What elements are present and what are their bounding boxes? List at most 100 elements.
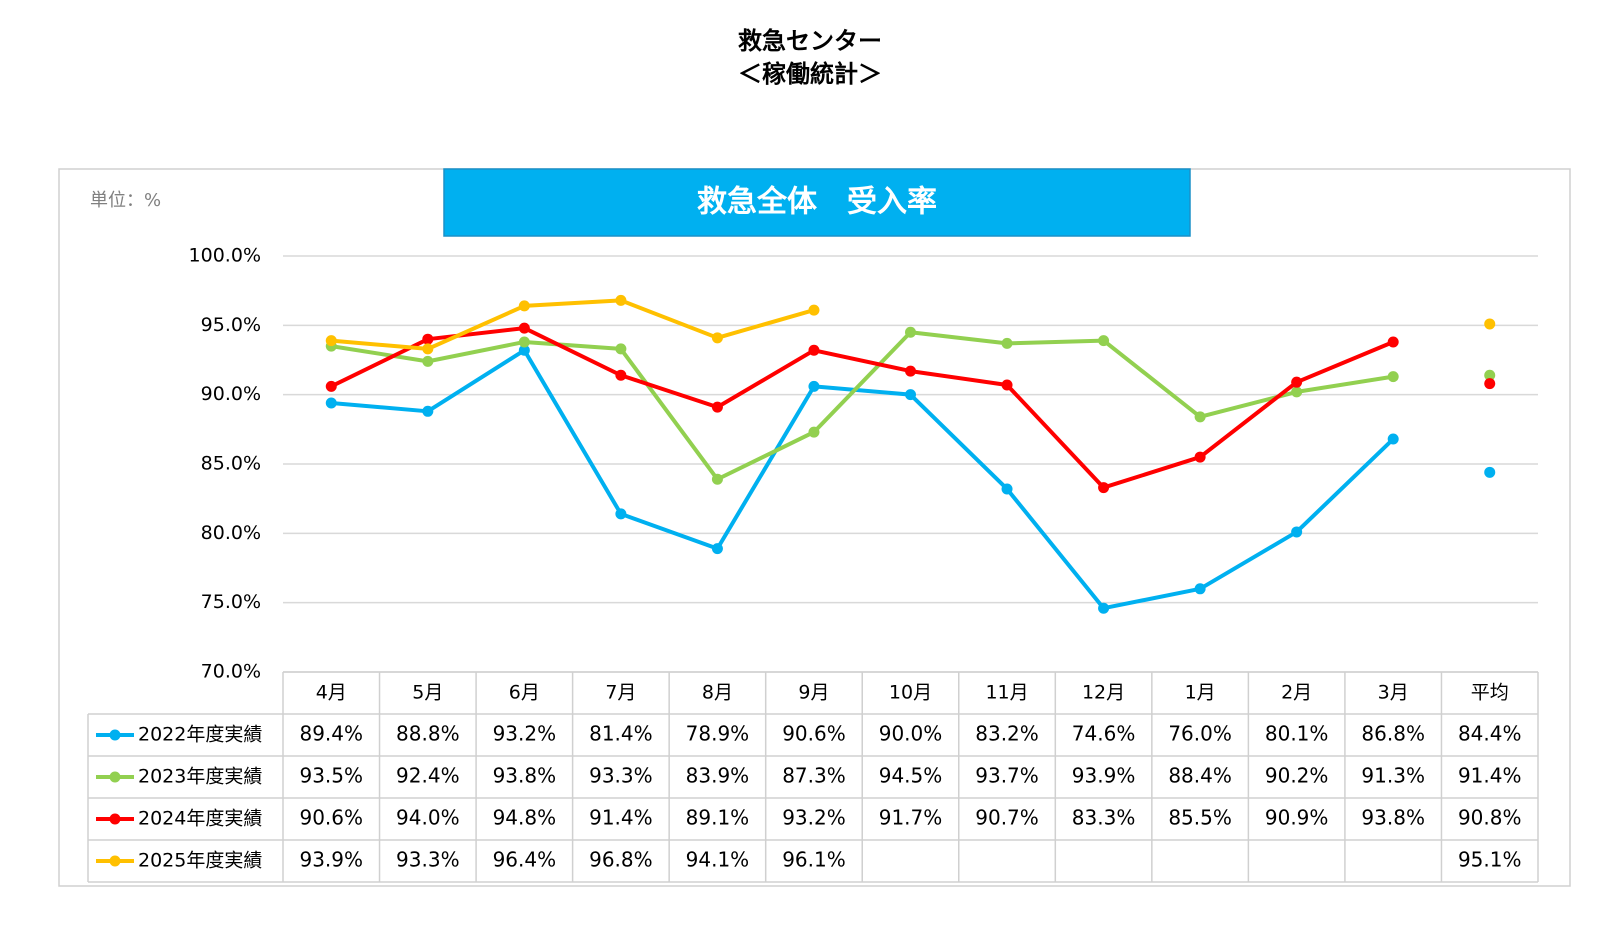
series-point	[808, 304, 820, 316]
series-line	[331, 348, 1395, 611]
series-point	[615, 508, 627, 520]
x-tick-label: 1月	[1185, 682, 1216, 704]
legend-marker	[109, 729, 121, 741]
series-point	[808, 380, 820, 392]
x-tick-label: 2月	[1281, 682, 1312, 704]
series-point	[615, 294, 627, 306]
y-tick-label: 90.0%	[201, 383, 261, 405]
series-point	[615, 343, 627, 355]
value-label: 89.4%	[299, 722, 363, 746]
value-label: 94.8%	[493, 806, 557, 830]
value-label: 85.5%	[1168, 806, 1232, 830]
value-label: 91.4%	[589, 806, 653, 830]
value-label: 90.0%	[879, 722, 943, 746]
y-tick-label: 80.0%	[201, 522, 261, 544]
value-label: 74.6%	[1072, 722, 1136, 746]
series-point	[711, 332, 723, 344]
series-point	[1098, 602, 1110, 614]
legend-marker	[109, 855, 121, 867]
value-label: 92.4%	[396, 764, 460, 788]
x-tick-label: 11月	[985, 682, 1028, 704]
x-tick-label: 6月	[509, 682, 540, 704]
value-label: 95.1%	[1458, 848, 1522, 872]
value-label: 89.1%	[686, 806, 750, 830]
y-tick-label: 75.0%	[201, 591, 261, 613]
value-label: 93.8%	[1361, 806, 1425, 830]
series-point	[1291, 386, 1303, 398]
series-point	[1098, 335, 1110, 347]
series-point	[325, 397, 337, 409]
series-point	[711, 543, 723, 555]
series-line	[331, 298, 815, 351]
value-label: 83.9%	[686, 764, 750, 788]
value-label: 90.2%	[1265, 764, 1329, 788]
series-point	[905, 365, 916, 377]
x-tick-label: 3月	[1378, 682, 1409, 704]
page-subtitle: ＜稼働統計＞	[738, 60, 882, 88]
legend-marker	[109, 813, 121, 825]
value-label: 90.6%	[299, 806, 363, 830]
series-point	[325, 380, 337, 392]
x-tick-label: 7月	[605, 682, 636, 704]
value-label: 93.5%	[299, 764, 363, 788]
series-point	[518, 344, 530, 356]
x-tick-label: 8月	[702, 682, 733, 704]
chart-title: 救急全体 受入率	[697, 185, 937, 220]
series-point	[518, 336, 530, 348]
series-point	[1194, 411, 1206, 423]
series-point	[1001, 483, 1013, 495]
legend-label: 2022年度実績	[138, 724, 262, 746]
series-point	[711, 473, 723, 485]
value-label: 90.7%	[975, 806, 1039, 830]
value-label: 90.9%	[1265, 806, 1329, 830]
value-label: 76.0%	[1168, 722, 1232, 746]
average-point	[1484, 369, 1496, 381]
value-label: 94.0%	[396, 806, 460, 830]
series-point	[615, 369, 627, 381]
value-label: 86.8%	[1361, 722, 1425, 746]
unit-label: 単位：%	[90, 190, 161, 211]
average-point	[1484, 466, 1496, 478]
series-point	[422, 355, 434, 367]
series-point	[905, 389, 916, 401]
value-label: 90.8%	[1458, 806, 1522, 830]
series-point	[1194, 583, 1206, 595]
series-point	[1098, 482, 1110, 494]
x-tick-label: 10月	[889, 682, 932, 704]
value-label: 96.1%	[782, 848, 846, 872]
y-tick-label: 70.0%	[201, 661, 261, 683]
series-point	[808, 344, 820, 356]
series-point	[1387, 336, 1399, 348]
value-label: 96.8%	[589, 848, 653, 872]
legend-marker	[109, 771, 121, 783]
value-label: 91.3%	[1361, 764, 1425, 788]
series-line	[330, 330, 1394, 482]
value-label: 80.1%	[1265, 722, 1329, 746]
series-point	[1001, 337, 1013, 349]
value-label: 96.4%	[493, 848, 557, 872]
value-label: 93.9%	[299, 848, 363, 872]
series-point	[711, 401, 723, 413]
series-point	[518, 322, 530, 334]
value-label: 83.2%	[975, 722, 1039, 746]
series-point	[518, 300, 530, 312]
value-label: 88.8%	[396, 722, 460, 746]
x-tick-label: 9月	[798, 682, 829, 704]
value-label: 93.3%	[396, 848, 460, 872]
chart-frame	[58, 168, 1571, 887]
value-label: 84.4%	[1458, 722, 1522, 746]
series-point	[1387, 433, 1399, 445]
legend-label: 2023年度実績	[138, 766, 262, 788]
series-point	[422, 405, 434, 417]
value-label: 94.1%	[686, 848, 750, 872]
series-point	[422, 343, 434, 355]
series-point	[808, 426, 820, 438]
value-label: 78.9%	[686, 722, 750, 746]
legend-label: 2024年度実績	[138, 808, 262, 830]
page-title: 救急センター	[738, 27, 882, 55]
chart-title-box	[443, 168, 1191, 237]
series-point	[1291, 526, 1303, 538]
value-label: 94.5%	[879, 764, 943, 788]
series-point	[905, 326, 916, 338]
